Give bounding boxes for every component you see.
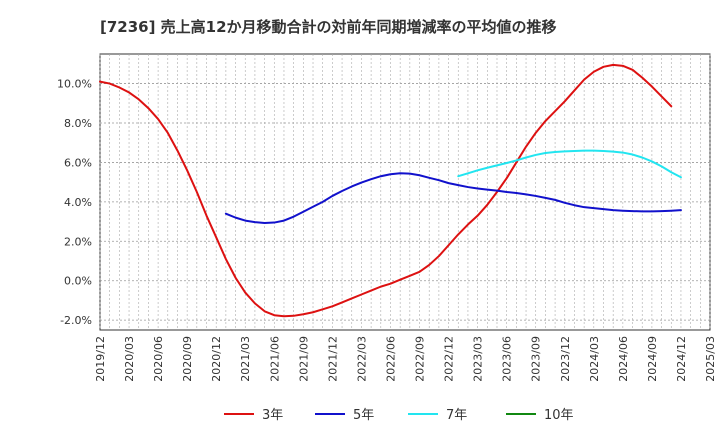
series-layer bbox=[99, 63, 682, 318]
x-tick-label: 2021/06 bbox=[268, 336, 281, 382]
axis-layer: -2.0% 0.0% 2.0% 4.0% 6.0% 8.0% 10.0% 2019/12 202… bbox=[57, 78, 717, 382]
x-tick-label: 2022/12 bbox=[443, 336, 456, 382]
x-tick-label: 2020/03 bbox=[123, 336, 136, 382]
y-tick-label: -2.0% bbox=[60, 314, 92, 327]
x-tick-label: 2023/12 bbox=[559, 336, 572, 382]
y-tick-label: 6.0% bbox=[64, 156, 92, 169]
legend-label: 10年 bbox=[544, 408, 574, 423]
x-tick-label: 2024/06 bbox=[617, 336, 630, 382]
y-tick-label: 4.0% bbox=[64, 196, 92, 209]
x-tick-label: 2020/12 bbox=[210, 336, 223, 382]
y-tick-label: 10.0% bbox=[57, 78, 92, 91]
grid-layer bbox=[99, 53, 711, 331]
legend-label: 5年 bbox=[353, 408, 374, 423]
x-tick-label: 2021/09 bbox=[297, 336, 310, 382]
y-tick-label: 8.0% bbox=[64, 117, 92, 130]
series-line bbox=[99, 63, 673, 318]
x-tick-label: 2021/03 bbox=[239, 336, 252, 382]
y-tick-label: 2.0% bbox=[64, 235, 92, 248]
x-tick-label: 2023/09 bbox=[530, 336, 543, 382]
x-tick-label: 2021/12 bbox=[326, 336, 339, 382]
series-line bbox=[224, 172, 682, 224]
legend-label: 3年 bbox=[262, 408, 283, 423]
legend: 3年 5年 7年 10年 bbox=[224, 408, 574, 423]
x-tick-label: 2023/06 bbox=[501, 336, 514, 382]
x-tick-label: 2024/03 bbox=[588, 336, 601, 382]
y-tick-label: 0.0% bbox=[64, 275, 92, 288]
x-tick-label: 2022/03 bbox=[355, 336, 368, 382]
series-line bbox=[457, 149, 682, 179]
legend-label: 7年 bbox=[446, 408, 467, 423]
x-tick-label: 2020/09 bbox=[181, 336, 194, 382]
x-tick-label: 2019/12 bbox=[94, 336, 107, 382]
chart-title: [7236] 売上高12か月移動合計の対前年同期増減率の平均値の推移 bbox=[100, 18, 557, 36]
x-tick-label: 2022/06 bbox=[384, 336, 397, 382]
x-tick-label: 2024/12 bbox=[675, 336, 688, 382]
plot-frame bbox=[99, 53, 711, 331]
x-tick-label: 2022/09 bbox=[414, 336, 427, 382]
x-tick-label: 2024/09 bbox=[646, 336, 659, 382]
x-tick-label: 2023/03 bbox=[472, 336, 485, 382]
x-tick-label: 2020/06 bbox=[152, 336, 165, 382]
x-tick-label: 2025/03 bbox=[704, 336, 717, 382]
